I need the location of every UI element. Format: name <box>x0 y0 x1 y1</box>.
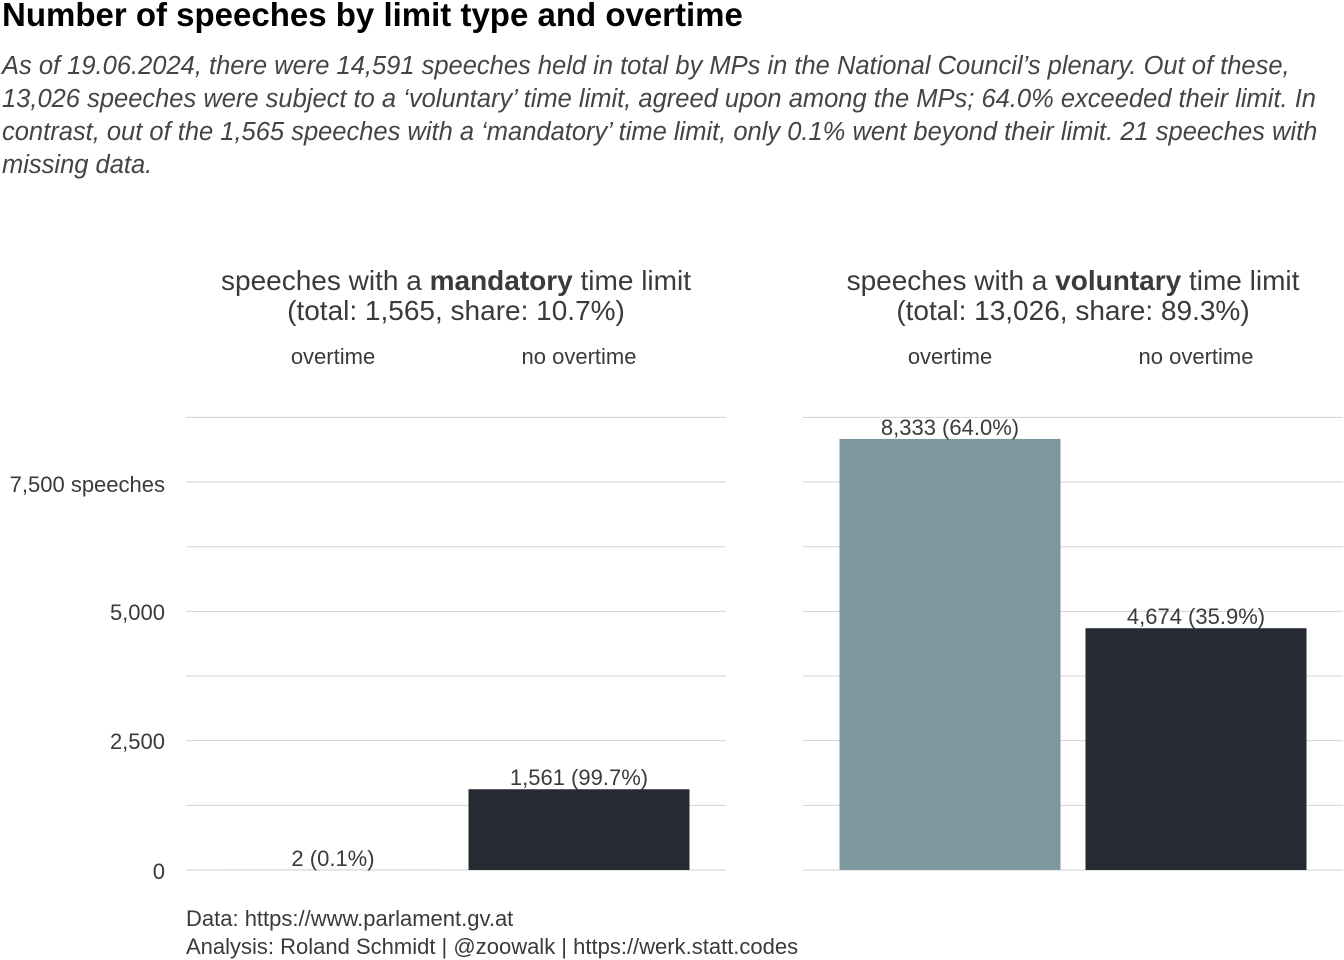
y-tick-label-5000: 5,000 <box>109 600 165 625</box>
panel-title-mandatory: speeches with a mandatory time limit (to… <box>221 265 691 326</box>
data-label-mandatory-no-overtime: 1,561 (99.7%) <box>510 765 648 790</box>
caption-data-source: Data: https://www.parlament.gv.at <box>186 906 514 931</box>
bar-mandatory-no-overtime <box>468 789 690 870</box>
data-label-voluntary-overtime: 8,333 (64.0%) <box>881 415 1019 440</box>
data-label-mandatory-overtime: 2 (0.1%) <box>291 846 374 871</box>
chart-subtitle: As of 19.06.2024, there were 14,591 spee… <box>2 52 1318 179</box>
chart-title: Number of speeches by limit type and ove… <box>2 0 743 33</box>
bar-voluntary-overtime <box>839 438 1061 870</box>
category-label-voluntary-overtime: overtime <box>907 344 993 369</box>
category-label-voluntary-no-overtime: no overtime <box>1138 344 1254 369</box>
y-tick-label-0: 0 <box>152 859 165 884</box>
category-label-mandatory-overtime: overtime <box>290 344 376 369</box>
y-tick-label-2500: 2,500 <box>109 729 165 754</box>
y-tick-label-7500: 7,500 speeches <box>9 472 165 497</box>
category-label-mandatory-no-overtime: no overtime <box>521 344 637 369</box>
data-label-voluntary-no-overtime: 4,674 (35.9%) <box>1127 604 1265 629</box>
panel-title-voluntary: speeches with a voluntary time limit (to… <box>846 265 1300 326</box>
bar-voluntary-no-overtime <box>1085 628 1307 870</box>
caption-analysis: Analysis: Roland Schmidt | @zoowalk | ht… <box>186 934 799 959</box>
